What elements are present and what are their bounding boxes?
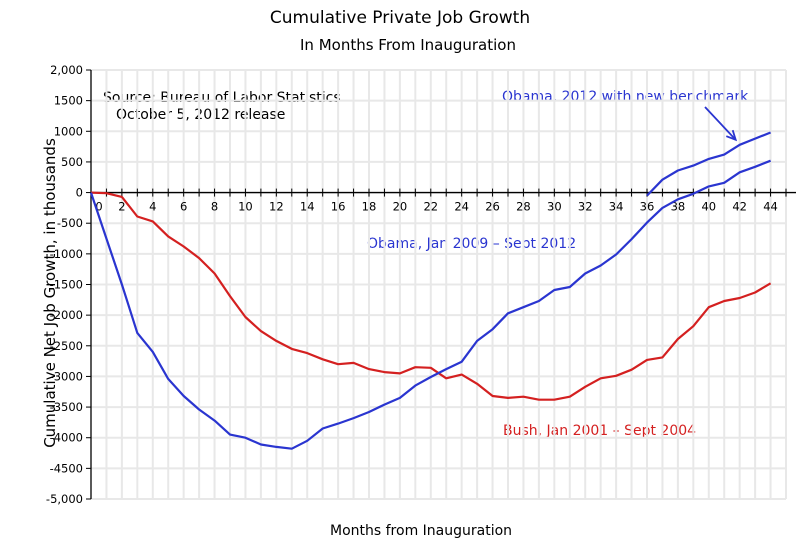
arrow-shaft [704, 106, 737, 141]
y-tick-label: 1000 [54, 124, 83, 138]
x-tick-label: 28 [516, 200, 531, 214]
y-tick-label: 2,000 [50, 63, 83, 77]
y-tick-label: 500 [61, 155, 83, 169]
y-tick-label: -1000 [50, 247, 83, 261]
x-tick-label: 26 [485, 200, 500, 214]
y-tick-label: -2500 [50, 339, 83, 353]
x-axis-label: Months from Inauguration [330, 523, 513, 539]
release-date-annotation: October 5, 2012 release [116, 107, 286, 123]
series-line-2 [646, 131, 772, 197]
y-tick-label: -1500 [50, 278, 83, 292]
x-tick-label: 14 [300, 200, 315, 214]
axes: 2,000 1500 1000 500 0 -500 -1000 -1500 -2000 -250… [46, 63, 796, 506]
x-tick-label: 18 [362, 200, 377, 214]
y-tick-label: -500 [57, 216, 83, 230]
x-tick-label: 20 [393, 200, 408, 214]
x-tick-label: 6 [180, 200, 187, 214]
chart-subtitle: In Months From Inauguration [300, 36, 516, 54]
source-annotation: Source: Bureau of Labor Statistics [103, 90, 341, 106]
x-tick-label: 22 [423, 200, 438, 214]
x-tick-label: 4 [149, 200, 156, 214]
y-tick-label: -3000 [50, 369, 83, 383]
x-tick-label: 36 [640, 200, 655, 214]
x-tick-label: 16 [331, 200, 346, 214]
x-tick-label: 30 [547, 200, 562, 214]
y-tick-label: -4500 [50, 461, 83, 475]
x-tick-label: 12 [269, 200, 284, 214]
x-tick-label: 44 [763, 200, 778, 214]
grid [91, 69, 787, 500]
x-tick-label: 10 [238, 200, 253, 214]
x-tick-label: 32 [578, 200, 593, 214]
series-lines [89, 131, 772, 450]
x-tick-label: 24 [454, 200, 469, 214]
x-tick-label: 8 [211, 200, 218, 214]
y-tick-label: 1500 [54, 94, 83, 108]
x-tick-label: 34 [609, 200, 624, 214]
y-tick-label: -5,000 [46, 492, 83, 506]
x-tick-label: 40 [701, 200, 716, 214]
annotation-arrow [704, 106, 738, 142]
y-tick-label: 0 [76, 186, 83, 200]
y-tick-label: -3500 [50, 400, 83, 414]
series-line-1 [89, 159, 772, 450]
y-tick-label: -2000 [50, 308, 83, 322]
x-tick-label: 38 [671, 200, 686, 214]
x-tick-label: 0 [95, 200, 102, 214]
y-tick-label: -4000 [50, 431, 83, 445]
x-tick-label: 2 [118, 200, 125, 214]
series-line-0 [90, 191, 772, 401]
arrow-head-icon [725, 129, 738, 142]
chart-title: Cumulative Private Job Growth [269, 8, 531, 28]
x-tick-label: 42 [732, 200, 747, 214]
